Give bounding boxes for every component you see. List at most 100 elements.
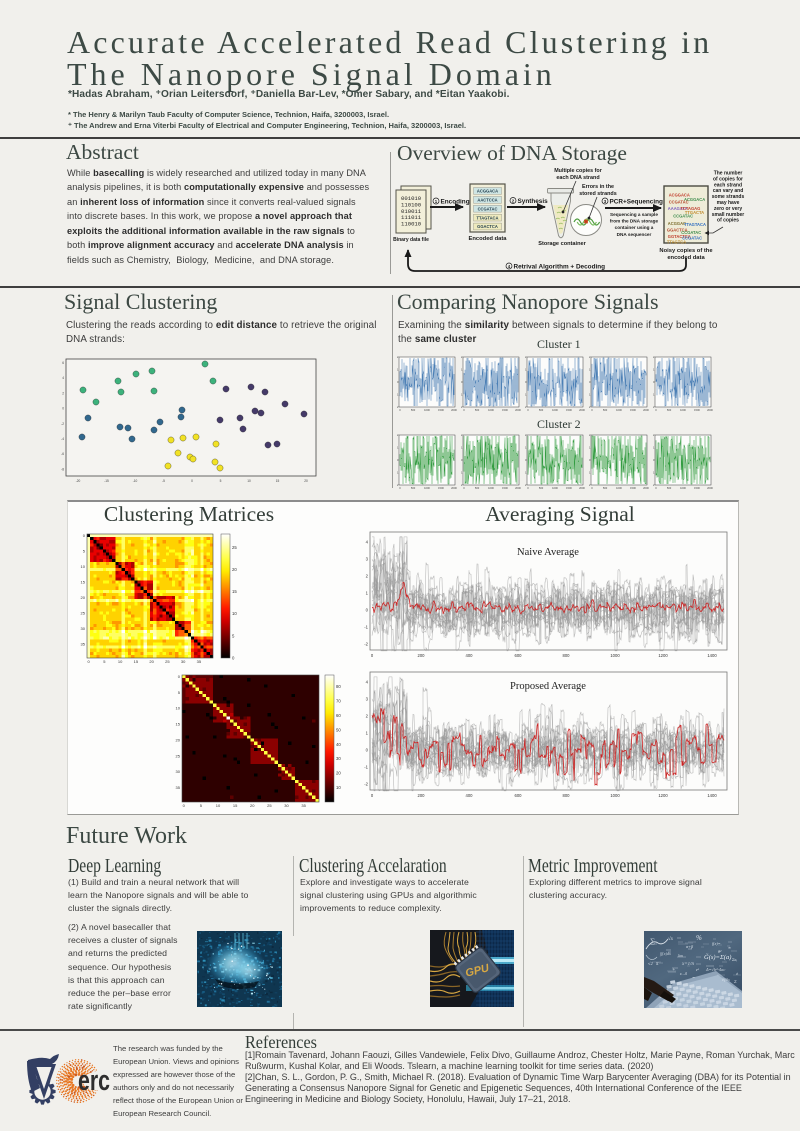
svg-text:of copies: of copies [717,218,739,224]
svg-text:ACGGAC: ACGGAC [668,221,686,226]
svg-text:2: 2 [461,355,463,359]
svg-text:0: 0 [183,803,186,808]
svg-text:0: 0 [399,408,401,412]
svg-text:DNA sequencer: DNA sequencer [617,232,652,237]
svg-text:√2: √2 [648,961,653,966]
svg-text:Encoding: Encoding [441,199,470,206]
svg-text:some strands: some strands [712,194,745,200]
svg-text:2000: 2000 [579,486,585,490]
svg-text:0: 0 [463,486,465,490]
svg-text:-2: -2 [653,405,655,409]
svg-text:2000: 2000 [451,486,457,490]
svg-text:α+β: α+β [686,944,694,949]
svg-text:2: 2 [512,199,515,204]
svg-text:1500: 1500 [502,486,508,490]
svg-text:1500: 1500 [566,486,572,490]
svg-text:0: 0 [591,486,593,490]
svg-text:500: 500 [667,486,672,490]
svg-text:1: 1 [653,446,655,450]
svg-text:CCGATAC: CCGATAC [681,230,701,235]
svg-text:30: 30 [176,769,181,774]
svg-text:Errors in the: Errors in the [582,184,614,190]
svg-text:0: 0 [397,458,399,462]
svg-text:4: 4 [508,264,511,269]
svg-text:10: 10 [336,785,341,790]
svg-text:1000: 1000 [424,486,430,490]
svg-text:20: 20 [336,771,341,776]
svg-text:500: 500 [667,408,672,412]
svg-text:2: 2 [397,355,399,359]
svg-text:0: 0 [232,656,235,661]
svg-text:15: 15 [176,722,181,727]
svg-text:1000: 1000 [552,408,558,412]
svg-text:3: 3 [366,557,369,562]
svg-text:-2: -2 [589,405,591,409]
svg-text:∑: ∑ [650,937,655,945]
svg-text:80: 80 [336,684,341,689]
svg-text:0: 0 [371,653,374,658]
svg-text:1: 1 [461,446,463,450]
svg-text:1: 1 [397,446,399,450]
svg-text:0: 0 [655,486,657,490]
svg-text:25: 25 [267,803,272,808]
svg-text:Σ: Σ [733,979,737,984]
svg-text:60: 60 [336,713,341,718]
svg-text:30: 30 [81,626,86,631]
svg-text:1500: 1500 [694,486,700,490]
svg-text:-1: -1 [525,471,527,475]
svg-text:0: 0 [397,380,399,384]
svg-text:1: 1 [653,368,655,372]
svg-text:container using a: container using a [615,225,654,230]
svg-text:GGACTCA: GGACTCA [667,227,688,232]
svg-text:0: 0 [463,408,465,412]
svg-text:0: 0 [62,407,64,411]
svg-text:Sequencing a sample: Sequencing a sample [610,212,658,217]
svg-text:0: 0 [366,608,369,613]
svg-text:2000: 2000 [451,408,457,412]
svg-text:5: 5 [103,659,106,664]
svg-text:2: 2 [461,433,463,437]
svg-text:erc: erc [78,1065,110,1097]
svg-text:0: 0 [653,458,655,462]
svg-text:0: 0 [191,479,193,483]
svg-text:001010: 001010 [401,195,422,202]
svg-text:1500: 1500 [502,408,508,412]
svg-text:1000: 1000 [680,408,686,412]
svg-text:2: 2 [589,433,591,437]
svg-text:AAAGATA: AAAGATA [668,206,688,211]
svg-text:-1: -1 [653,393,655,397]
svg-text:1000: 1000 [680,486,686,490]
svg-text:2: 2 [366,714,369,719]
svg-text:0: 0 [371,793,374,798]
svg-text:∂f/∂x: ∂f/∂x [722,977,730,982]
svg-text:1500: 1500 [438,408,444,412]
svg-text:1400: 1400 [707,653,717,658]
svg-text:5: 5 [220,479,222,483]
svg-text:5: 5 [200,803,203,808]
svg-text:-2: -2 [397,483,399,487]
svg-text:ACGGACA: ACGGACA [669,192,690,197]
svg-text:1200: 1200 [658,793,668,798]
svg-text:1: 1 [589,368,591,372]
svg-text:20: 20 [81,595,86,600]
svg-text:1: 1 [366,731,369,736]
svg-text:f(x)=: f(x)= [712,941,721,946]
svg-text:≠: ≠ [736,971,739,976]
svg-text:-1: -1 [397,393,399,397]
svg-text:500: 500 [411,486,416,490]
svg-text:20: 20 [250,803,255,808]
svg-text:1: 1 [397,368,399,372]
svg-text:Σaᵢ: Σaᵢ [731,957,737,962]
svg-text:can vary and: can vary and [713,188,744,194]
svg-text:small number: small number [712,212,745,218]
svg-text:TCTAGAG: TCTAGAG [680,206,700,211]
svg-text:Noisy copies of the: Noisy copies of the [659,248,713,254]
svg-text:-10: -10 [133,479,138,483]
svg-text:500: 500 [475,486,480,490]
svg-text:-2: -2 [589,483,591,487]
svg-text:111011: 111011 [401,214,422,221]
svg-text:-2: -2 [397,405,399,409]
svg-text:1000: 1000 [610,653,620,658]
svg-text:each DNA strand: each DNA strand [556,175,599,181]
svg-text:may have: may have [717,200,740,206]
